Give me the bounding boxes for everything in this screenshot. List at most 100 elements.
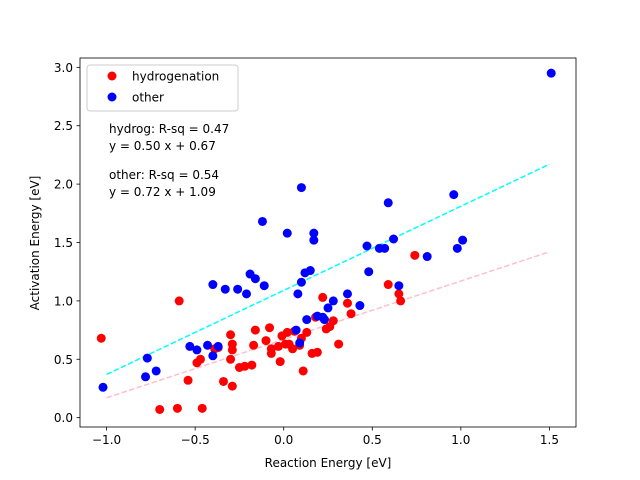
annotation-other-rsq: other: R-sq = 0.54: [109, 168, 219, 182]
point-other: [259, 281, 269, 291]
point-hydrogenation: [394, 289, 404, 299]
point-hydrogenation: [226, 330, 236, 340]
point-hydrogenation: [298, 366, 308, 376]
point-hydrogenation: [328, 316, 338, 326]
point-other: [449, 190, 459, 200]
point-other: [295, 338, 305, 348]
annotation-other-eq: y = 0.72 x + 1.09: [109, 185, 216, 199]
point-other: [250, 274, 260, 284]
annotation-hydrog-eq: y = 0.50 x + 0.67: [109, 139, 216, 153]
point-hydrogenation: [273, 341, 283, 351]
point-other: [342, 289, 352, 299]
stats-annotation: hydrog: R-sq = 0.47 y = 0.50 x + 0.67 ot…: [109, 122, 229, 199]
point-other: [319, 315, 329, 325]
point-hydrogenation: [174, 296, 184, 306]
point-hydrogenation: [318, 292, 328, 302]
point-hydrogenation: [249, 340, 259, 350]
point-hydrogenation: [334, 339, 344, 349]
x-axis-label: Reaction Energy [eV]: [265, 456, 392, 470]
point-hydrogenation: [410, 250, 420, 260]
point-hydrogenation: [96, 333, 106, 343]
y-tick-label: 2.5: [54, 119, 73, 133]
data-points: [96, 68, 556, 414]
point-other: [362, 241, 372, 251]
point-other: [213, 341, 223, 351]
point-hydrogenation: [265, 323, 275, 333]
legend-label-hydrogenation: hydrogenation: [132, 70, 219, 84]
x-tick-label: −1.0: [92, 433, 121, 447]
point-other: [242, 289, 252, 299]
point-other: [305, 266, 315, 276]
point-hydrogenation: [275, 357, 285, 367]
x-tick-label: 0.0: [274, 433, 293, 447]
point-other: [192, 345, 202, 355]
point-hydrogenation: [226, 354, 236, 364]
point-hydrogenation: [227, 345, 237, 355]
point-other: [309, 228, 319, 238]
point-other: [328, 296, 338, 306]
point-other: [323, 303, 333, 313]
point-hydrogenation: [155, 404, 165, 414]
point-other: [380, 243, 390, 253]
point-hydrogenation: [396, 296, 406, 306]
point-other: [208, 280, 218, 290]
point-hydrogenation: [342, 298, 352, 308]
annotation-hydrog-rsq: hydrog: R-sq = 0.47: [109, 122, 229, 136]
point-hydrogenation: [240, 361, 250, 371]
y-tick-label: 3.0: [54, 61, 73, 75]
point-hydrogenation: [383, 280, 393, 290]
point-hydrogenation: [227, 381, 237, 391]
y-tick-label: 0.5: [54, 353, 73, 367]
legend-box: [86, 64, 239, 112]
point-other: [203, 340, 213, 350]
plot-area: [80, 58, 576, 427]
point-other: [257, 216, 267, 226]
y-tick-label: 0.0: [54, 411, 73, 425]
x-tick-label: 1.5: [540, 433, 559, 447]
point-hydrogenation: [183, 375, 193, 385]
legend: hydrogenation other: [86, 64, 239, 112]
point-hydrogenation: [197, 403, 207, 413]
point-hydrogenation: [302, 327, 312, 337]
point-other: [422, 252, 432, 262]
point-other: [296, 277, 306, 287]
y-tick-label: 1.5: [54, 236, 73, 250]
point-hydrogenation: [172, 403, 182, 413]
point-hydrogenation: [195, 354, 205, 364]
point-hydrogenation: [266, 348, 276, 358]
y-tick-label: 2.0: [54, 178, 73, 192]
x-tick-label: 1.0: [451, 433, 470, 447]
legend-label-other: other: [132, 91, 164, 105]
y-axis-label: Activation Energy [eV]: [28, 176, 42, 311]
point-other: [458, 235, 468, 245]
y-axis-ticks: 0.0 0.5 1.0 1.5 2.0 2.5 3.0: [54, 61, 80, 425]
point-other: [142, 353, 152, 363]
point-hydrogenation: [261, 336, 271, 346]
point-other: [233, 284, 243, 294]
point-other: [296, 183, 306, 193]
point-hydrogenation: [288, 344, 298, 354]
point-other: [282, 228, 292, 238]
point-other: [141, 372, 151, 382]
x-tick-label: 0.5: [363, 433, 382, 447]
legend-marker-hydrogenation: [107, 71, 117, 81]
point-other: [394, 281, 404, 291]
point-hydrogenation: [312, 347, 322, 357]
point-hydrogenation: [282, 327, 292, 337]
x-tick-label: −0.5: [181, 433, 210, 447]
x-axis-ticks: −1.0 −0.5 0.0 0.5 1.0 1.5: [92, 427, 559, 447]
point-other: [546, 68, 556, 78]
point-hydrogenation: [247, 360, 257, 370]
point-other: [151, 366, 161, 376]
point-other: [302, 315, 312, 325]
point-other: [220, 284, 230, 294]
point-other: [208, 351, 218, 361]
point-hydrogenation: [346, 309, 356, 319]
point-other: [293, 289, 303, 299]
point-other: [452, 243, 462, 253]
point-other: [98, 382, 108, 392]
point-hydrogenation: [218, 376, 228, 386]
fit-line-other: [106, 163, 550, 376]
point-hydrogenation: [250, 325, 260, 335]
